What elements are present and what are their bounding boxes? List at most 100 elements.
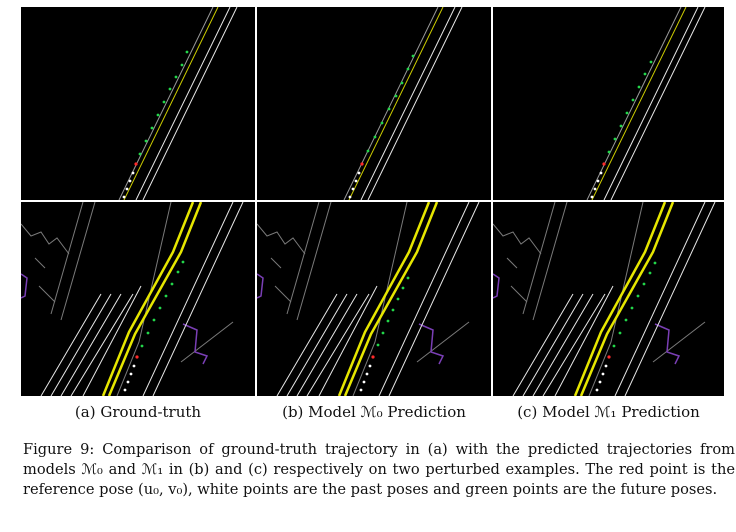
- future-pose: [164, 294, 168, 298]
- future-pose: [181, 260, 185, 264]
- lane-line: [118, 7, 214, 200]
- future-pose: [391, 308, 395, 312]
- reference-pose: [371, 355, 375, 359]
- past-pose: [131, 171, 135, 175]
- lane-lines-white: [40, 202, 244, 396]
- reference-pose: [607, 355, 611, 359]
- future-pose: [637, 85, 641, 89]
- lane-lines-yellow: [573, 202, 675, 396]
- past-pose: [590, 195, 594, 199]
- past-pose: [132, 364, 136, 368]
- lane-lines-white: [276, 202, 480, 396]
- past-pose: [601, 372, 605, 376]
- subcaption-a: (a) Ground-truth: [74, 403, 202, 421]
- region-outline: [418, 323, 445, 365]
- trajectory-plot-a-bottom: [21, 202, 244, 396]
- past-pose: [126, 380, 130, 384]
- future-pose: [653, 261, 657, 265]
- road-boundaries: [21, 202, 234, 396]
- lane-line: [610, 7, 706, 200]
- past-pose: [129, 372, 133, 376]
- future-pose: [138, 152, 142, 156]
- future-pose: [406, 276, 410, 280]
- past-pose: [354, 179, 358, 183]
- lane-line-yellow: [591, 7, 687, 200]
- past-pose: [368, 364, 372, 368]
- lane-line-yellow: [123, 7, 219, 200]
- future-pose: [612, 344, 616, 348]
- panel-model-m1-bottom: [493, 202, 724, 396]
- past-pose: [596, 179, 600, 183]
- trajectory-plot-c-top: [586, 7, 706, 200]
- past-pose: [595, 388, 599, 392]
- past-pose: [593, 187, 597, 191]
- future-pose: [631, 98, 635, 102]
- future-pose: [625, 111, 629, 115]
- future-pose: [380, 121, 384, 125]
- future-pose: [180, 63, 184, 67]
- past-pose: [351, 187, 355, 191]
- reference-pose: [360, 162, 364, 166]
- future-pose: [618, 331, 622, 335]
- past-pose: [348, 195, 352, 199]
- region-outline: [21, 273, 28, 299]
- lane-line-yellow: [348, 7, 444, 200]
- future-pose: [630, 306, 634, 310]
- future-pose: [174, 75, 178, 79]
- past-pose: [125, 187, 129, 191]
- future-pose: [146, 331, 150, 335]
- future-pose: [373, 135, 377, 139]
- future-pose: [401, 286, 405, 290]
- subcaption-b: (b) Model ℳ₀ Prediction: [282, 403, 466, 421]
- panel-ground-truth-bottom: [21, 202, 255, 396]
- future-pose: [140, 344, 144, 348]
- past-pose: [604, 364, 608, 368]
- future-pose: [411, 54, 415, 58]
- lane-line: [343, 7, 439, 200]
- future-pose: [400, 81, 404, 85]
- future-pose: [152, 318, 156, 322]
- future-pose: [170, 282, 174, 286]
- road-boundaries: [257, 202, 470, 396]
- region-outline: [257, 273, 264, 299]
- future-pose: [366, 149, 370, 153]
- lane-line: [367, 7, 463, 200]
- past-pose: [123, 388, 127, 392]
- future-pose: [156, 113, 160, 117]
- trajectory-plot-b-bottom: [257, 202, 480, 396]
- future-pose: [162, 100, 166, 104]
- future-pose: [648, 271, 652, 275]
- past-pose: [598, 380, 602, 384]
- lane-line: [142, 7, 238, 200]
- panel-model-m1-top: [493, 7, 724, 200]
- region-outline: [493, 273, 500, 299]
- future-pose: [185, 50, 189, 54]
- lane-lines-yellow: [337, 202, 439, 396]
- future-pose: [649, 60, 653, 64]
- panel-model-m0-top: [257, 7, 491, 200]
- future-pose: [619, 124, 623, 128]
- past-pose: [357, 171, 361, 175]
- future-pose: [144, 139, 148, 143]
- lane-line: [135, 7, 231, 200]
- road-boundaries: [493, 202, 706, 396]
- future-pose: [150, 126, 154, 130]
- figure-caption: Figure 9: Comparison of ground-truth tra…: [23, 441, 735, 498]
- future-pose: [396, 297, 400, 301]
- reference-pose: [602, 162, 606, 166]
- future-pose: [642, 282, 646, 286]
- future-pose: [636, 294, 640, 298]
- future-pose: [613, 137, 617, 141]
- trajectory-plot-b-top: [343, 7, 463, 200]
- future-pose: [387, 107, 391, 111]
- future-pose: [376, 343, 380, 347]
- future-pose: [386, 319, 390, 323]
- future-pose: [168, 87, 172, 91]
- future-pose: [394, 94, 398, 98]
- future-pose: [158, 306, 162, 310]
- trajectory-plot-a-top: [118, 7, 238, 200]
- past-pose: [365, 372, 369, 376]
- future-pose: [607, 150, 611, 154]
- past-pose: [362, 380, 366, 384]
- trajectory-plot-c-bottom: [493, 202, 716, 396]
